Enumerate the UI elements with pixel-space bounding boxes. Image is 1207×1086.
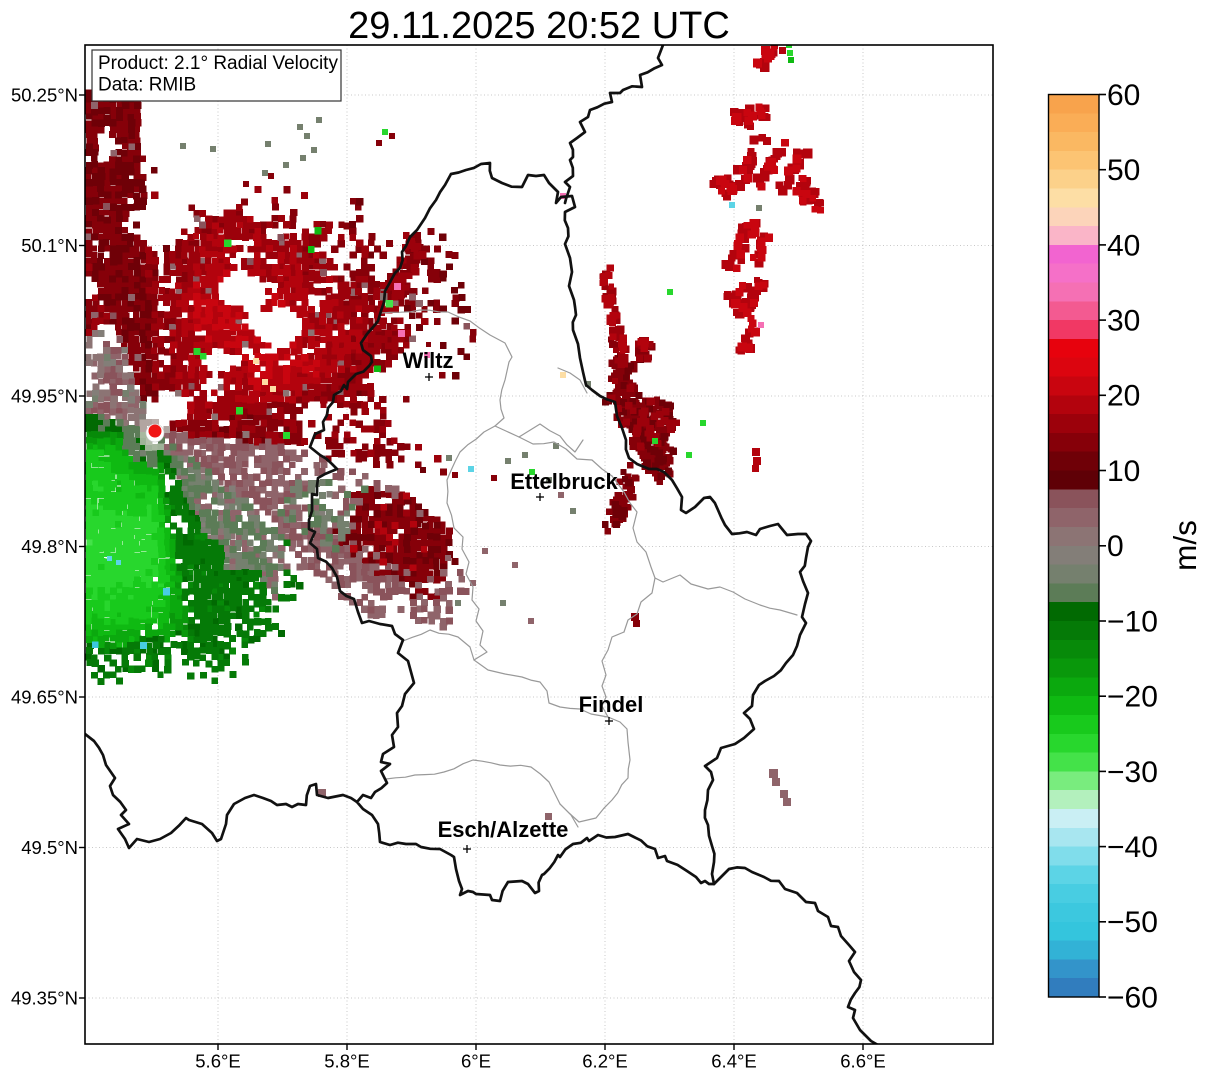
svg-text:60: 60 bbox=[1107, 79, 1140, 112]
svg-text:49.5°N: 49.5°N bbox=[21, 837, 78, 858]
svg-text:50.25°N: 50.25°N bbox=[11, 84, 78, 105]
svg-text:−30: −30 bbox=[1107, 756, 1158, 789]
svg-text:40: 40 bbox=[1107, 229, 1140, 262]
svg-text:Data: RMIB: Data: RMIB bbox=[98, 75, 196, 96]
svg-text:Product: 2.1° Radial Velocity: Product: 2.1° Radial Velocity bbox=[98, 53, 338, 74]
svg-text:Esch/Alzette: Esch/Alzette bbox=[438, 817, 569, 842]
svg-text:6.2°E: 6.2°E bbox=[582, 1051, 627, 1072]
svg-text:Wiltz: Wiltz bbox=[402, 348, 453, 373]
svg-text:30: 30 bbox=[1107, 305, 1140, 338]
svg-text:−60: −60 bbox=[1107, 981, 1158, 1014]
svg-text:−10: −10 bbox=[1107, 605, 1158, 638]
svg-text:−20: −20 bbox=[1107, 681, 1158, 714]
svg-text:Ettelbruck: Ettelbruck bbox=[510, 469, 618, 494]
svg-text:50.1°N: 50.1°N bbox=[21, 235, 78, 256]
svg-text:0: 0 bbox=[1107, 530, 1124, 563]
svg-text:49.35°N: 49.35°N bbox=[11, 987, 78, 1008]
svg-text:20: 20 bbox=[1107, 380, 1140, 413]
svg-text:10: 10 bbox=[1107, 455, 1140, 488]
svg-text:5.6°E: 5.6°E bbox=[195, 1051, 240, 1072]
svg-text:−50: −50 bbox=[1107, 906, 1158, 939]
svg-text:50: 50 bbox=[1107, 154, 1140, 187]
svg-text:5.8°E: 5.8°E bbox=[324, 1051, 369, 1072]
svg-text:Findel: Findel bbox=[579, 692, 644, 717]
svg-text:49.8°N: 49.8°N bbox=[21, 536, 78, 557]
svg-text:6.6°E: 6.6°E bbox=[840, 1051, 885, 1072]
svg-text:29.11.2025 20:52 UTC: 29.11.2025 20:52 UTC bbox=[348, 5, 730, 47]
svg-text:−40: −40 bbox=[1107, 831, 1158, 864]
svg-text:6.4°E: 6.4°E bbox=[711, 1051, 756, 1072]
svg-text:m/s: m/s bbox=[1167, 520, 1203, 571]
svg-text:6°E: 6°E bbox=[461, 1051, 491, 1072]
svg-text:49.95°N: 49.95°N bbox=[11, 385, 78, 406]
svg-text:49.65°N: 49.65°N bbox=[11, 686, 78, 707]
